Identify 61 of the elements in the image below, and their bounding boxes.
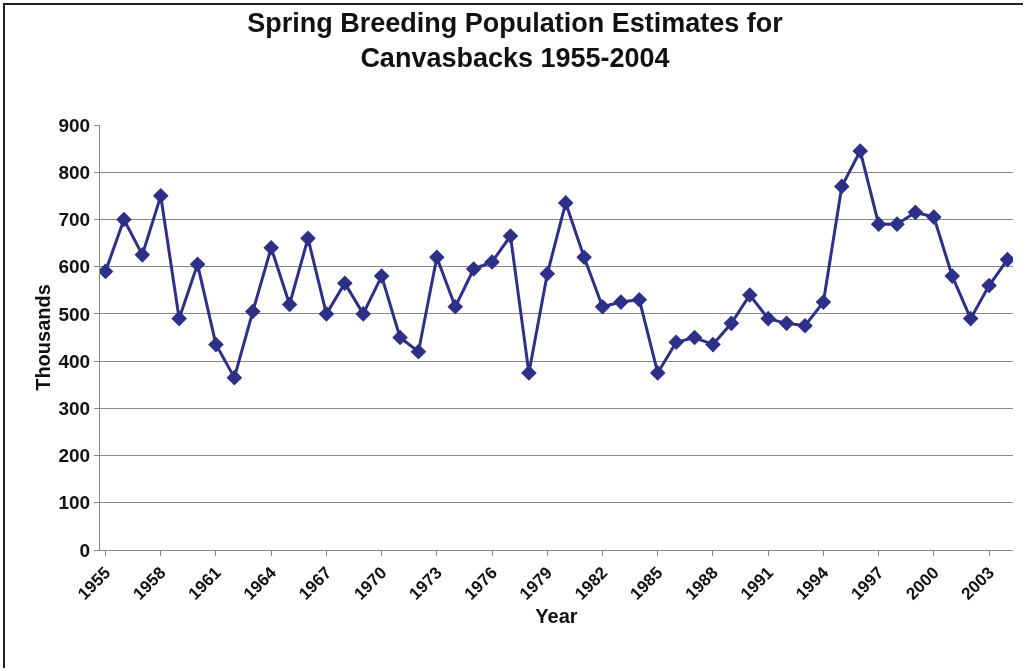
point	[189, 256, 206, 273]
point	[521, 365, 537, 381]
y-tick-label: 200	[58, 445, 91, 467]
y-tick-label: 300	[58, 397, 91, 419]
point	[171, 310, 187, 327]
point	[760, 310, 776, 327]
point	[539, 265, 556, 282]
point	[557, 195, 574, 211]
point	[852, 143, 869, 159]
point	[429, 249, 445, 266]
point	[263, 239, 279, 256]
point	[834, 178, 850, 195]
y-tick-label: 600	[58, 256, 91, 278]
point	[686, 329, 703, 346]
point	[447, 299, 464, 315]
point	[116, 211, 132, 228]
point	[778, 315, 795, 332]
y-tick-label: 700	[58, 209, 91, 231]
point	[981, 277, 997, 294]
point	[318, 306, 335, 322]
x-axis-title: Year	[535, 605, 578, 628]
point	[889, 216, 905, 232]
point	[723, 315, 740, 332]
y-tick-label: 900	[58, 114, 91, 136]
point	[926, 209, 942, 225]
point	[962, 310, 979, 327]
point	[944, 268, 961, 284]
point	[244, 303, 261, 320]
point	[502, 228, 519, 244]
point	[613, 294, 629, 310]
point	[392, 329, 408, 346]
point	[152, 188, 169, 204]
point	[741, 287, 758, 303]
y-tick-label: 400	[58, 350, 91, 372]
point	[300, 230, 316, 247]
point	[668, 334, 684, 351]
y-axis-title: Thousands	[32, 284, 54, 391]
point	[797, 317, 813, 334]
point	[705, 336, 721, 353]
point	[594, 299, 611, 315]
point	[226, 369, 243, 386]
point	[373, 268, 390, 284]
chart-title: Spring Breeding Population Estimates for Canvasbacks 1955-2004	[247, 7, 784, 73]
point	[576, 249, 592, 266]
y-tick-label: 800	[58, 161, 91, 183]
point	[281, 296, 298, 313]
point	[649, 365, 666, 381]
point	[465, 261, 482, 277]
point	[484, 254, 500, 270]
point	[410, 343, 427, 360]
point	[815, 294, 832, 310]
point	[337, 275, 353, 291]
y-tick-label: 0	[79, 539, 91, 561]
point	[870, 216, 887, 232]
point	[208, 336, 224, 353]
point	[355, 306, 372, 322]
point	[134, 247, 151, 263]
y-tick-label: 500	[58, 303, 91, 325]
point	[631, 291, 648, 308]
point	[907, 204, 924, 221]
y-tick-label: 100	[58, 492, 91, 514]
